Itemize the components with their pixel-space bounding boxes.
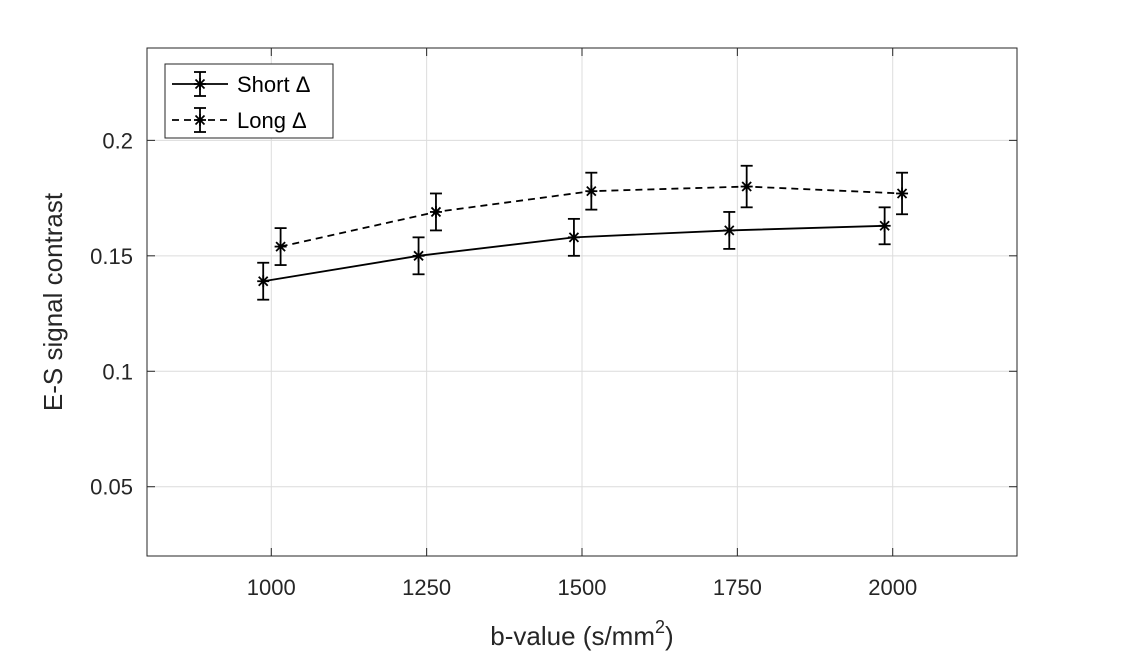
legend-label: Long Δ [237,108,307,133]
legend-entries: Short Δ Long Δ [172,71,311,133]
x-tick-label: 1500 [558,575,607,600]
y-tick-label: 0.1 [102,359,133,384]
y-axis-label: E-S signal contrast [38,192,68,411]
data-point [567,231,580,244]
data-point [723,224,736,237]
x-tick-label: 1000 [247,575,296,600]
x-tick-label: 2000 [868,575,917,600]
legend-entry: Short Δ [172,71,311,97]
data-point [585,185,598,198]
x-axis-label-close: ) [665,621,674,651]
legend: Short Δ Long Δ [164,63,334,139]
legend-label: Short Δ [237,72,311,97]
y-tick-label: 0.15 [90,244,133,269]
legend-marker-sample [194,78,206,90]
series-short-delta [257,206,891,301]
data-point [896,187,909,200]
legend-box [164,63,334,139]
data-point [412,249,425,262]
legend-entry: Long Δ [172,107,307,133]
legend-marker-sample [194,114,206,126]
series-long-delta [274,164,909,266]
y-tick-label: 0.05 [90,475,133,500]
y-tick-label: 0.2 [102,128,133,153]
data-point [429,205,442,218]
x-axis-label-superscript: 2 [655,617,665,637]
series-layer [257,164,909,301]
x-tick-label: 1750 [713,575,762,600]
grid [147,48,1017,556]
x-axis-label: b-value (s/mm2) [490,617,673,651]
data-point [274,240,287,253]
data-point [257,275,270,288]
x-tick-label: 1250 [402,575,451,600]
axis-ticks [147,48,1017,556]
data-point [878,219,891,232]
tick-labels: 1000 1250 1500 1750 2000 0.05 0.1 0.15 0.2 [90,128,917,600]
data-point [740,180,753,193]
